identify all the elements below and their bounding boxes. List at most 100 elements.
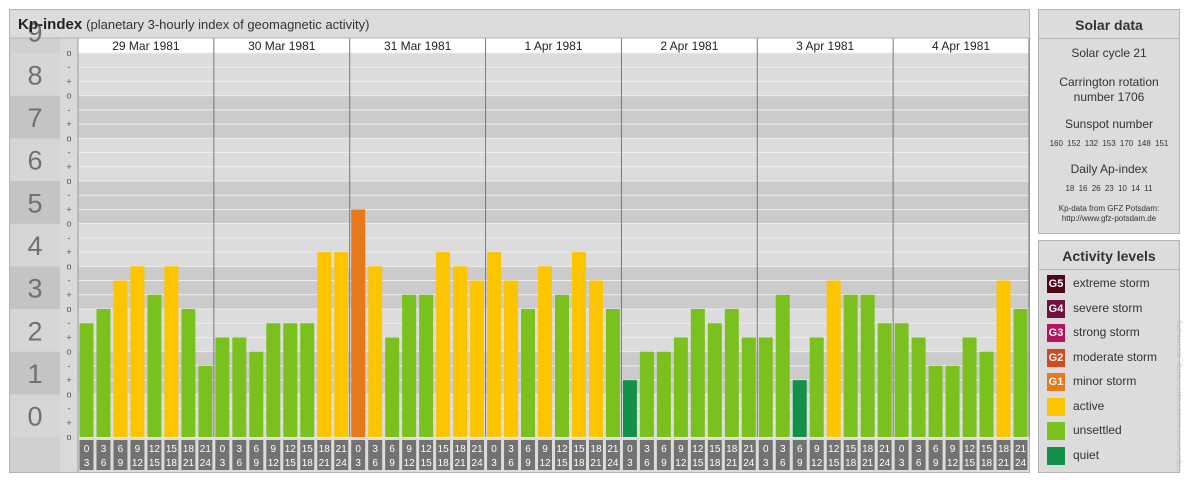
- legend-label: strong storm: [1073, 325, 1140, 339]
- hour-box: [877, 440, 892, 470]
- watermark-text: http://www.theusesofearth.net/kp_archive…: [1174, 319, 1183, 471]
- kp-bar: [860, 294, 875, 437]
- hour-end-label: 18: [302, 458, 314, 469]
- hour-end-label: 12: [268, 458, 280, 469]
- hour-end-label: 3: [763, 458, 769, 469]
- minor-tick-label: -: [68, 190, 71, 200]
- hour-start-label: 6: [933, 444, 939, 455]
- kp-bar: [792, 380, 807, 437]
- hour-box: [538, 440, 552, 470]
- watermark: http://www.theusesofearth.net/kp_archive…: [1174, 319, 1183, 471]
- hour-start-label: 21: [336, 444, 348, 455]
- day-label: 30 Mar 1981: [248, 39, 316, 53]
- hour-box: [741, 440, 756, 470]
- hour-start-label: 3: [916, 444, 922, 455]
- solar-cycle: Solar cycle 21: [1071, 46, 1147, 60]
- kp-bar: [690, 309, 705, 437]
- solar-data-panel: Solar data Solar cycle 21 Carrington rot…: [1038, 9, 1180, 234]
- hour-start-label: 0: [627, 444, 633, 455]
- hour-end-label: 3: [627, 458, 633, 469]
- kp-bar: [945, 365, 960, 437]
- hour-box: [368, 440, 383, 470]
- minor-tick-label: +: [66, 290, 71, 300]
- kp-bar: [538, 266, 552, 437]
- day-label: 31 Mar 1981: [384, 39, 452, 53]
- minor-tick-label: o: [66, 91, 71, 101]
- day-label: 2 Apr 1981: [660, 39, 718, 53]
- hour-start-label: 15: [166, 444, 178, 455]
- minor-tick-label: o: [66, 176, 71, 186]
- hour-box: [707, 440, 722, 470]
- hour-box: [181, 440, 196, 470]
- minor-tick-label: +: [66, 332, 71, 342]
- hour-box: [266, 440, 281, 470]
- hour-box: [758, 440, 773, 470]
- hour-start-label: 18: [998, 444, 1010, 455]
- kp-bar: [521, 309, 536, 437]
- kp-bar: [673, 337, 688, 437]
- hour-box: [453, 440, 468, 470]
- kp-bar: [928, 365, 943, 437]
- hour-start-label: 12: [556, 444, 568, 455]
- ap-title: Daily Ap-index: [1070, 162, 1148, 176]
- hour-box: [164, 440, 179, 470]
- hour-start-label: 0: [84, 444, 90, 455]
- hour-start-label: 21: [607, 444, 619, 455]
- hour-end-label: 6: [780, 458, 786, 469]
- kp-bar: [419, 294, 434, 437]
- hour-box: [860, 440, 875, 470]
- y-level-band: [10, 95, 60, 139]
- hour-start-label: 9: [542, 444, 548, 455]
- legend-label: extreme storm: [1073, 276, 1150, 290]
- minor-tick-label: -: [68, 233, 71, 243]
- hour-start-label: 9: [406, 444, 412, 455]
- hour-box: [962, 440, 977, 470]
- kp-bar: [656, 351, 671, 437]
- hour-end-label: 6: [101, 458, 107, 469]
- hour-end-label: 24: [607, 458, 619, 469]
- kp-bar: [758, 337, 773, 437]
- hour-end-label: 9: [525, 458, 531, 469]
- minor-tick-label: o: [66, 48, 71, 58]
- hour-end-label: 9: [933, 458, 939, 469]
- hour-end-label: 6: [916, 458, 922, 469]
- kp-bar: [96, 309, 111, 437]
- hour-box: [130, 440, 145, 470]
- hour-box: [402, 440, 417, 470]
- y-level-band: [10, 181, 60, 224]
- kp-chart: 29 Mar 1981 30 Mar 1981 31 Mar 1981 1 Apr 1…: [10, 18, 1031, 472]
- source-link[interactable]: http://www.gfz-potsdam.de: [1061, 214, 1157, 223]
- kp-bar: [707, 323, 722, 437]
- y-tick-label: 5: [27, 188, 42, 218]
- hour-end-label: 24: [336, 458, 348, 469]
- kp-bar: [826, 280, 841, 437]
- minor-tick-label: -: [68, 276, 71, 286]
- kp-bar: [317, 252, 332, 437]
- kp-bar: [911, 337, 926, 437]
- hour-box: [724, 440, 739, 470]
- hour-box: [487, 440, 502, 470]
- legend-item-moderate-storm: G2 moderate storm: [1047, 348, 1179, 367]
- level-band: [78, 223, 1029, 267]
- legend-item-strong-storm: G3 strong storm: [1047, 324, 1179, 342]
- hour-box: [690, 440, 705, 470]
- minor-tick-label: o: [66, 432, 71, 442]
- hour-start-label: 12: [285, 444, 297, 455]
- hour-end-label: 18: [438, 458, 450, 469]
- day-label: 3 Apr 1981: [796, 39, 854, 53]
- hour-end-label: 3: [491, 458, 497, 469]
- minor-tick-label: +: [66, 162, 71, 172]
- kp-bar: [215, 337, 230, 437]
- hour-end-label: 15: [421, 458, 433, 469]
- hour-start-label: 12: [828, 444, 840, 455]
- hour-end-label: 12: [947, 458, 959, 469]
- y-tick-label: 4: [27, 231, 42, 261]
- day-label: 29 Mar 1981: [112, 39, 180, 53]
- kp-bar: [724, 309, 739, 437]
- y-tick-label: 3: [27, 274, 42, 304]
- minor-tick-label: -: [68, 105, 71, 115]
- hour-box: [198, 440, 213, 470]
- ap-values: 18 16 26 23 10 14 11: [1065, 184, 1153, 193]
- hour-end-label: 21: [726, 458, 738, 469]
- hour-start-label: 15: [438, 444, 450, 455]
